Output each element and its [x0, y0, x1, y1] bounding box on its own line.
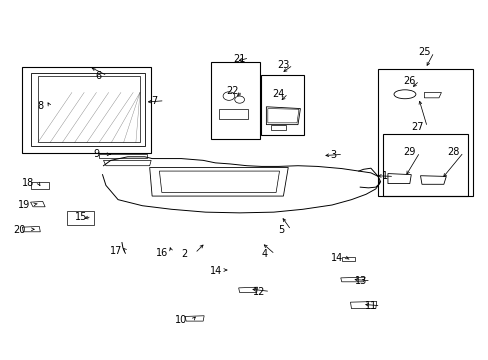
Bar: [219, 109, 248, 119]
Text: 14: 14: [210, 266, 222, 276]
Text: 25: 25: [417, 47, 430, 57]
Text: 1: 1: [382, 171, 388, 181]
Text: 19: 19: [18, 200, 30, 210]
Bar: [67, 211, 94, 225]
Bar: [30, 182, 49, 189]
Text: 4: 4: [261, 249, 267, 259]
Bar: [382, 134, 467, 196]
Text: 5: 5: [278, 225, 284, 235]
Bar: [99, 154, 147, 158]
Text: 13: 13: [354, 276, 366, 287]
Bar: [341, 257, 355, 261]
Text: 8: 8: [37, 102, 43, 111]
Text: 24: 24: [272, 89, 284, 99]
Text: 15: 15: [75, 212, 88, 222]
Text: 11: 11: [364, 301, 376, 311]
Text: 2: 2: [181, 249, 187, 259]
Text: 6: 6: [95, 71, 102, 81]
Text: 28: 28: [447, 147, 459, 157]
Text: 16: 16: [155, 248, 167, 258]
Text: 14: 14: [330, 253, 342, 263]
Text: 20: 20: [14, 225, 26, 235]
Text: 17: 17: [109, 247, 122, 256]
Text: 27: 27: [410, 122, 423, 132]
Bar: [211, 62, 260, 139]
Text: 29: 29: [403, 147, 415, 157]
Text: 3: 3: [329, 150, 335, 160]
Text: 26: 26: [403, 76, 415, 86]
Text: 9: 9: [93, 149, 100, 159]
Text: 23: 23: [277, 60, 289, 70]
Text: 22: 22: [225, 86, 238, 96]
Bar: [271, 125, 285, 130]
Bar: [22, 67, 151, 153]
Bar: [260, 75, 304, 135]
Text: 10: 10: [175, 315, 187, 325]
Text: 18: 18: [22, 178, 34, 188]
Bar: [377, 69, 472, 196]
Text: 12: 12: [253, 287, 265, 297]
Text: 7: 7: [151, 96, 157, 106]
Text: 21: 21: [233, 54, 245, 64]
